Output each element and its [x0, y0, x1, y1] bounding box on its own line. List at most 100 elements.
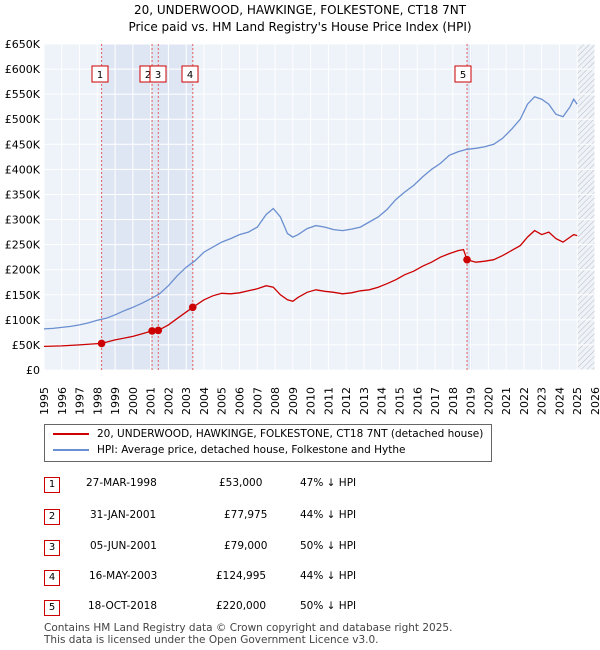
purchase-number-label: 2	[145, 70, 151, 81]
x-tick-label: 2025	[571, 387, 584, 415]
transaction-number: 4	[44, 570, 60, 586]
axis-layer: £0 £50K £100K £150K £200K £250K £300K £350K £400…	[5, 38, 600, 415]
purchase-number-box	[149, 65, 167, 83]
purchase-number-label: 4	[187, 70, 193, 81]
y-tick-label: £450K	[5, 138, 41, 151]
transaction-date: 27-MAR-1998	[86, 477, 157, 489]
transaction-date: 05-JUN-2001	[90, 540, 157, 552]
y-tick-label: £250K	[5, 239, 41, 252]
purchase-point	[188, 303, 197, 312]
x-tick-label: 2008	[269, 387, 282, 415]
transaction-date: 31-JAN-2001	[90, 509, 157, 521]
legend-red-swatch	[53, 433, 89, 435]
x-tick-label: 1995	[38, 387, 51, 415]
transaction-price: £53,000	[219, 477, 263, 489]
y-tick-label: £300K	[5, 214, 41, 227]
legend: 20, UNDERWOOD, HAWKINGE, FOLKESTONE, CT1…	[44, 424, 492, 462]
transaction-date: 18-OCT-2018	[88, 600, 157, 612]
purchase-number-box	[454, 65, 472, 83]
footer: Contains HM Land Registry data © Crown c…	[44, 622, 452, 646]
transaction-hpi: 44% ↓ HPI	[300, 509, 357, 521]
x-tick-label: 2000	[127, 387, 140, 415]
x-tick-label: 1999	[109, 387, 122, 415]
purchase-point	[97, 339, 106, 348]
purchase-point	[154, 326, 163, 335]
x-tick-label: 2005	[216, 387, 229, 415]
y-tick-label: £150K	[5, 289, 41, 302]
x-tick-label: 2016	[411, 387, 424, 415]
legend-blue-swatch	[53, 449, 89, 451]
x-tick-label: 1996	[56, 387, 69, 415]
x-tick-label: 2007	[251, 387, 264, 415]
purchase-number-box	[181, 65, 199, 83]
x-tick-label: 2018	[447, 387, 460, 415]
x-tick-label: 2026	[589, 387, 600, 415]
hatched-region	[577, 44, 595, 370]
chart-title: 20, UNDERWOOD, HAWKINGE, FOLKESTONE, CT1…	[134, 3, 467, 17]
x-tick-label: 2023	[536, 387, 549, 415]
x-tick-label: 2006	[234, 387, 247, 415]
transaction-date: 16-MAY-2003	[89, 570, 158, 582]
x-tick-label: 2015	[393, 387, 406, 415]
y-tick-label: £550K	[5, 88, 41, 101]
transaction-number: 1	[44, 477, 60, 493]
x-tick-label: 2013	[358, 387, 371, 415]
transaction-price: £79,000	[224, 540, 268, 552]
y-tick-label: £0	[26, 364, 40, 377]
table-row: 5 18-OCT-2018 £220,000 50% ↓ HPI	[44, 597, 584, 617]
transaction-hpi: 50% ↓ HPI	[300, 540, 357, 552]
y-tick-label: £600K	[5, 63, 41, 76]
y-tick-label: £50K	[12, 339, 41, 352]
purchase-number-label: 5	[460, 70, 466, 81]
series-layer	[43, 95, 578, 348]
purchase-number-label: 3	[155, 70, 161, 81]
x-tick-label: 2002	[162, 387, 175, 415]
y-tick-label: £650K	[5, 38, 41, 51]
transaction-hpi: 44% ↓ HPI	[300, 570, 357, 582]
x-tick-label: 2001	[145, 387, 158, 415]
footer-licence: This data is licensed under the Open Gov…	[44, 634, 379, 646]
table-row: 3 05-JUN-2001 £79,000 50% ↓ HPI	[44, 537, 584, 557]
purchase-point	[463, 255, 471, 264]
x-tick-label: 2003	[180, 387, 193, 415]
transaction-hpi: 47% ↓ HPI	[300, 477, 357, 489]
x-tick-label: 1998	[91, 387, 104, 415]
y-tick-label: £400K	[5, 163, 41, 176]
transaction-number: 5	[44, 600, 60, 616]
transaction-price: £220,000	[216, 600, 267, 612]
legend-item-hpi: HPI: Average price, detached house, Folk…	[53, 444, 405, 460]
price-chart: 20, UNDERWOOD, HAWKINGE, FOLKESTONE, CT1…	[5, 3, 600, 415]
shaded-range	[101, 44, 193, 370]
table-row: 4 16-MAY-2003 £124,995 44% ↓ HPI	[44, 567, 584, 587]
transaction-number: 2	[44, 509, 60, 525]
x-tick-label: 2017	[429, 387, 442, 415]
x-tick-label: 2011	[322, 387, 335, 415]
table-row: 1 27-MAR-1998 £53,000 47% ↓ HPI	[44, 474, 584, 494]
y-tick-label: £100K	[5, 314, 41, 327]
x-tick-label: 2014	[376, 387, 389, 415]
x-tick-label: 2004	[198, 387, 211, 415]
x-tick-label: 2020	[482, 387, 495, 415]
x-tick-label: 2010	[305, 387, 318, 415]
purchase-number-label: 1	[97, 70, 103, 81]
legend-item-price-paid: 20, UNDERWOOD, HAWKINGE, FOLKESTONE, CT1…	[53, 428, 483, 444]
legend-red-label: 20, UNDERWOOD, HAWKINGE, FOLKESTONE, CT1…	[97, 428, 484, 440]
hpi-line	[43, 95, 578, 330]
shaded-range	[467, 44, 472, 370]
transaction-number: 3	[44, 540, 60, 556]
x-tick-label: 2021	[500, 387, 513, 415]
footer-copyright: Contains HM Land Registry data © Crown c…	[44, 622, 453, 634]
price-paid-line	[43, 229, 578, 348]
x-tick-label: 2009	[287, 387, 300, 415]
transaction-hpi: 50% ↓ HPI	[300, 600, 357, 612]
grid-layer	[43, 43, 596, 371]
table-row: 2 31-JAN-2001 £77,975 44% ↓ HPI	[44, 506, 584, 526]
purchase-point	[148, 327, 156, 335]
transaction-price: £124,995	[216, 570, 267, 582]
y-tick-label: £500K	[5, 113, 41, 126]
y-tick-label: £200K	[5, 264, 41, 277]
transaction-price: £77,975	[224, 509, 268, 521]
x-tick-label: 2019	[465, 387, 478, 415]
purchase-number-box	[91, 65, 109, 83]
